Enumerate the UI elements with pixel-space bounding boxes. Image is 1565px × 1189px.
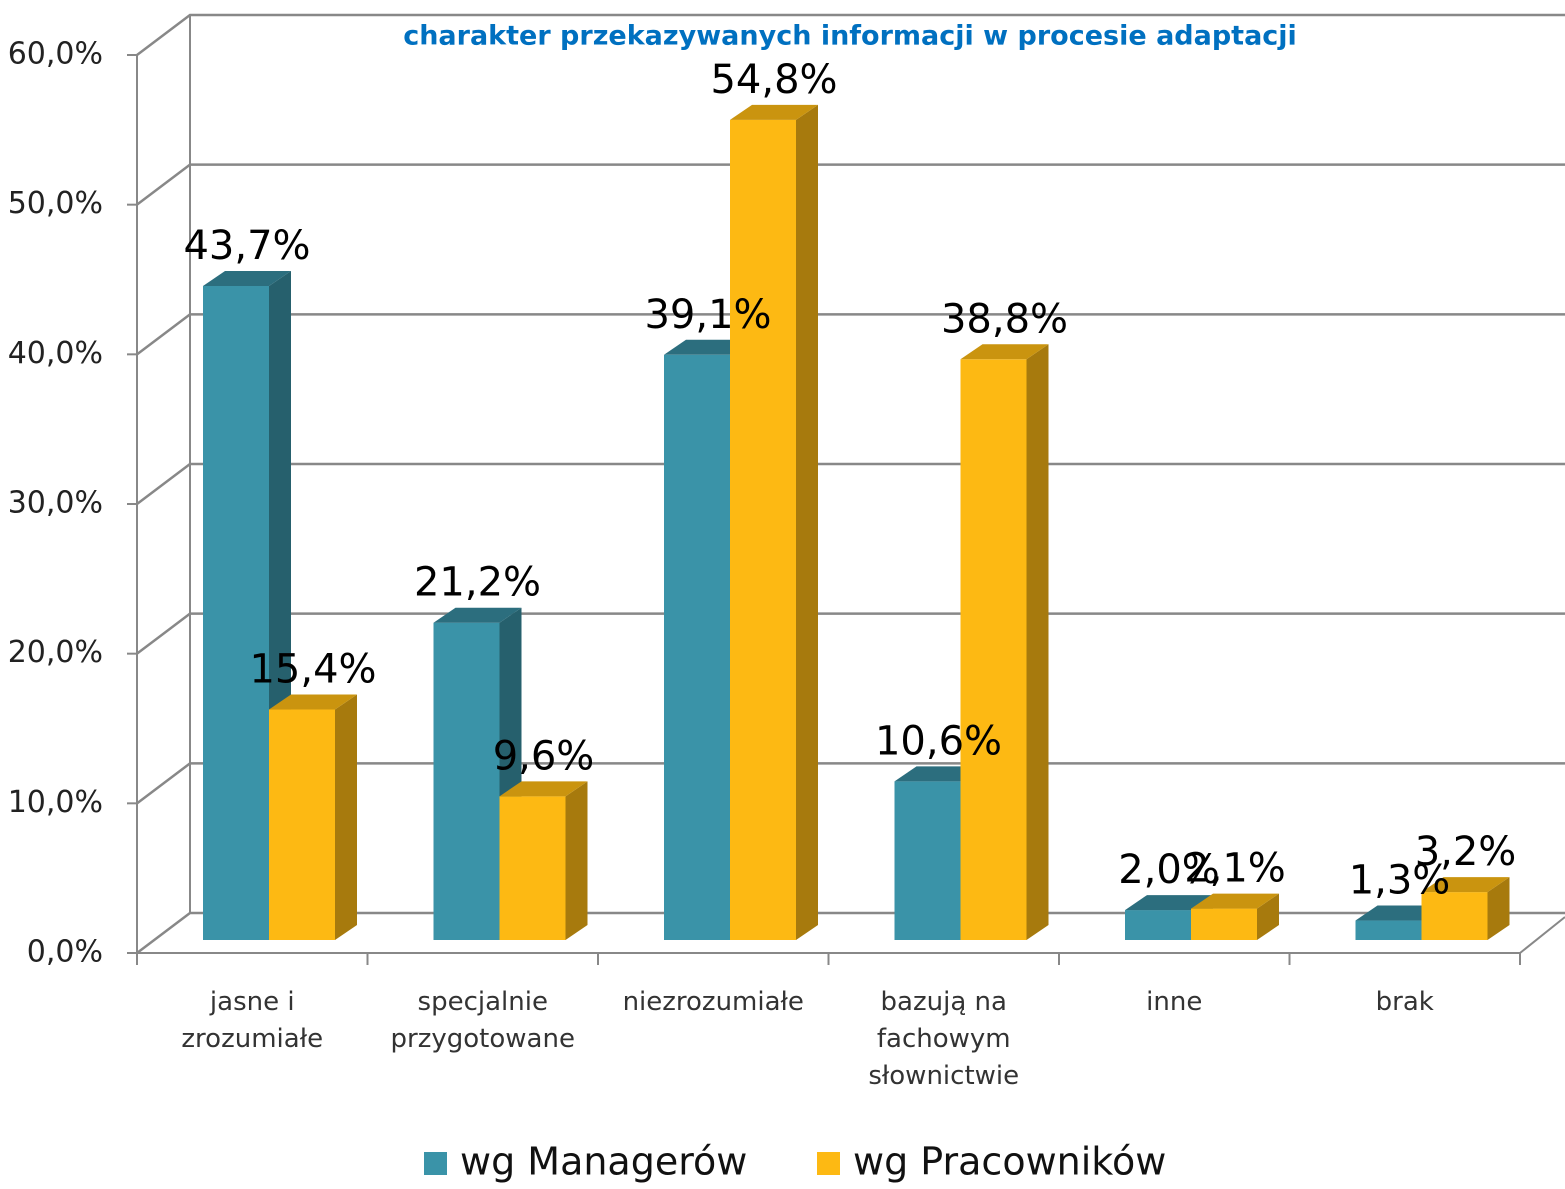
bar: [499, 796, 566, 940]
bar-top: [730, 104, 818, 120]
y-tick-label: 20,0%: [8, 635, 103, 670]
data-label: 39,1%: [644, 292, 771, 338]
grid-line: [136, 462, 1565, 505]
bar: [960, 359, 1027, 940]
bar: [1125, 910, 1191, 940]
bar-side: [335, 694, 357, 940]
bar-top: [203, 270, 291, 286]
grid-line: [136, 612, 1565, 655]
bar-top: [433, 607, 522, 623]
y-tick-label: 0,0%: [27, 935, 103, 970]
bar-top: [1191, 893, 1279, 909]
y-tick-label: 50,0%: [8, 186, 103, 221]
x-tick-label-line: słownictwie: [868, 1061, 1019, 1091]
x-tick-label-line: niezrozumiałe: [623, 987, 804, 1017]
x-tick-label-line: specjalnie: [418, 987, 548, 1017]
x-tick-label-line: fachowym: [877, 1024, 1011, 1054]
x-tick-label: inne: [1146, 987, 1202, 1017]
bar: [1191, 908, 1257, 940]
x-tick-label: specjalnie przygotowane: [391, 987, 575, 1054]
data-label: 10,6%: [875, 718, 1002, 764]
bar: [1421, 892, 1488, 940]
x-tick-label-line: brak: [1376, 987, 1434, 1017]
legend-label: wg Managerów: [460, 1140, 747, 1184]
data-label: 2,0%: [1118, 847, 1220, 893]
bar-side: [1026, 344, 1049, 940]
x-tick-label: brak: [1376, 987, 1434, 1017]
grid-line: [136, 163, 1565, 206]
bar: [203, 285, 269, 940]
data-label: 9,6%: [493, 733, 595, 779]
data-label: 21,2%: [414, 560, 541, 606]
x-tick-label: bazują na fachowym słownictwie: [868, 987, 1019, 1091]
data-label: 1,3%: [1349, 858, 1451, 904]
chart-title: charakter przekazywanych informacji w pr…: [403, 21, 1297, 52]
bar-side: [565, 781, 588, 940]
bar-top: [1421, 877, 1510, 893]
bar-side: [796, 104, 818, 941]
bar-side: [1487, 877, 1510, 940]
bar-top: [960, 344, 1049, 360]
bar: [664, 354, 730, 940]
bar-top: [499, 781, 588, 797]
grid-line: [136, 313, 1565, 356]
y-tick-label: 60,0%: [8, 37, 103, 72]
x-tick-label-line: jasne i: [209, 987, 295, 1017]
data-label: 43,7%: [183, 223, 310, 269]
bar: [269, 709, 335, 940]
grid-line: [136, 762, 1565, 805]
data-label: 2,1%: [1184, 846, 1286, 892]
data-label: 3,2%: [1415, 829, 1517, 875]
y-tick-label: 30,0%: [8, 486, 103, 521]
x-tick-label-line: zrozumiałe: [181, 1024, 323, 1054]
x-tick-label: niezrozumiałe: [623, 987, 804, 1017]
bar: [894, 781, 961, 940]
bar-side: [1257, 893, 1279, 940]
data-label: 38,8%: [941, 296, 1068, 342]
y-tick-label: 10,0%: [8, 785, 103, 820]
y-tick-label: 40,0%: [8, 336, 103, 371]
x-tick-label-line: przygotowane: [391, 1024, 575, 1054]
legend-swatch: [817, 1152, 840, 1175]
x-tick-label-line: inne: [1146, 987, 1202, 1017]
legend-swatch: [424, 1152, 447, 1175]
x-tick-label: jasne i zrozumiałe: [181, 987, 323, 1054]
grid-line: [136, 13, 1565, 56]
data-label: 54,8%: [710, 57, 837, 103]
bar: [433, 622, 500, 940]
bar-top: [1125, 895, 1213, 911]
x-tick-label-line: bazują na: [881, 987, 1007, 1017]
bar-top: [269, 694, 357, 710]
bar: [730, 119, 796, 941]
grid-line: [136, 911, 1565, 954]
legend-label: wg Pracowników: [853, 1140, 1166, 1184]
bar: [1355, 920, 1422, 940]
data-label: 15,4%: [249, 647, 376, 693]
